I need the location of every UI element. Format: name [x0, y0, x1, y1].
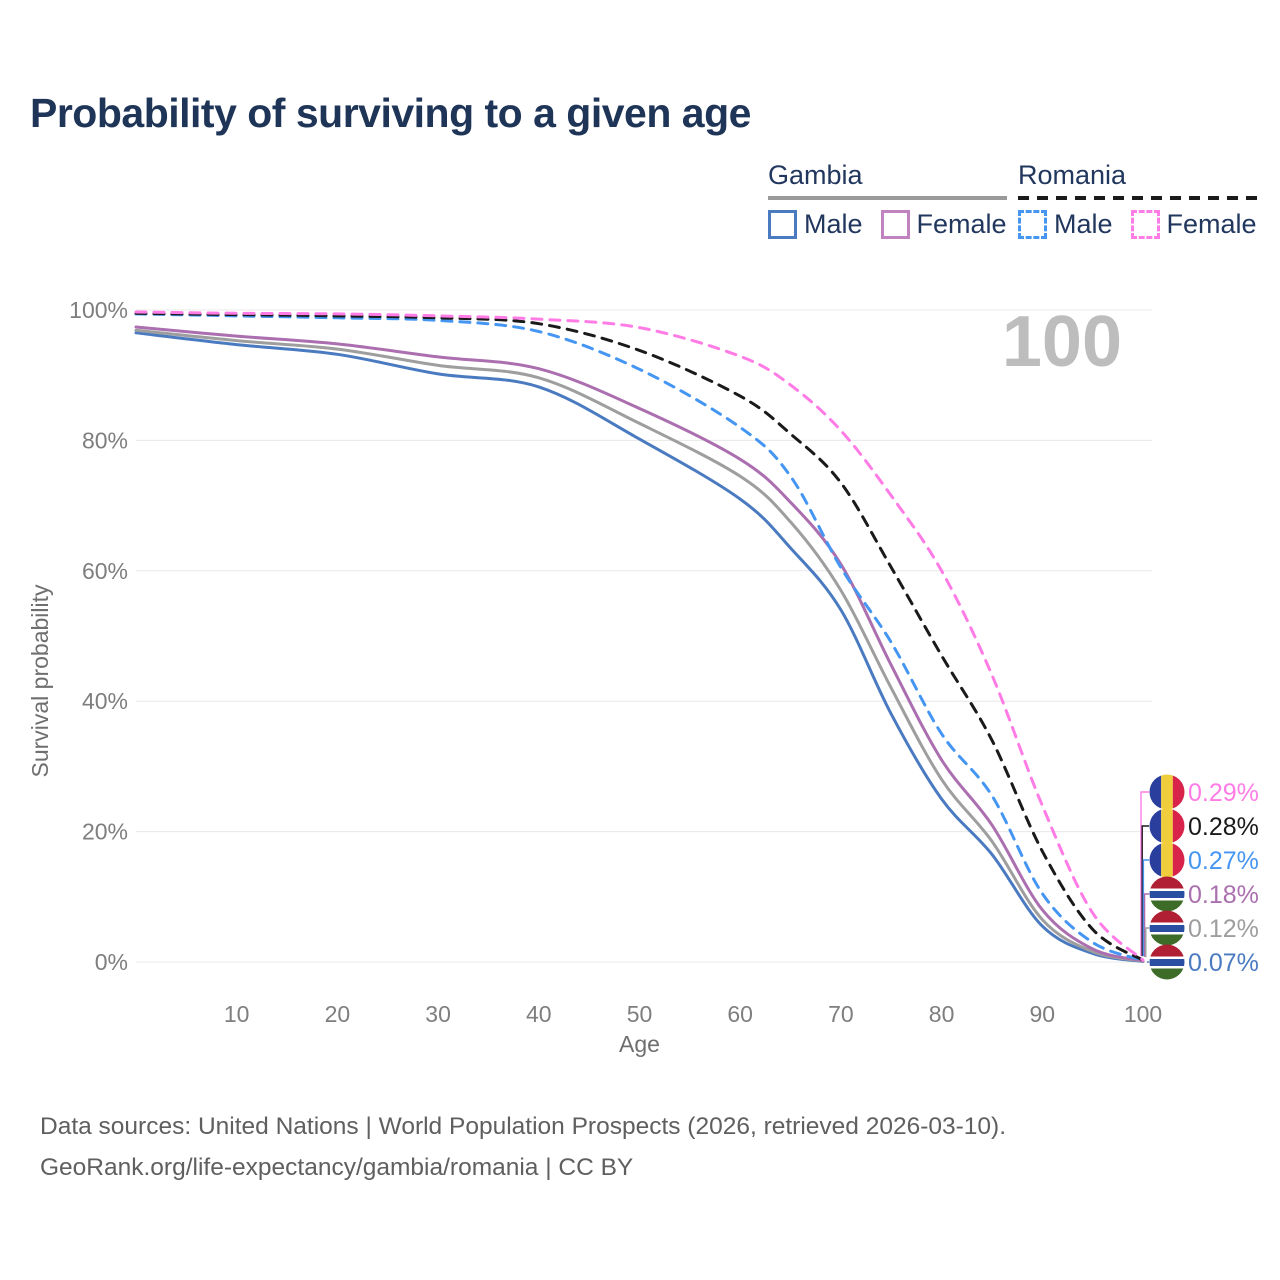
- x-tick-label: 100: [1124, 1001, 1162, 1027]
- y-tick-label: 100%: [69, 297, 128, 323]
- y-tick-label: 60%: [82, 558, 128, 584]
- y-tick-label: 80%: [82, 427, 128, 453]
- gambia-flag-icon: [1149, 910, 1185, 946]
- end-label-leader-line: [1145, 927, 1149, 958]
- end-value-label: 0.28%: [1188, 813, 1259, 841]
- legend-country-romania: Romania: [1018, 160, 1127, 190]
- attribution-text: GeoRank.org/life-expectancy/gambia/roman…: [40, 1154, 634, 1181]
- x-tick-label: 60: [727, 1001, 753, 1027]
- romania-male-swatch-icon: [1018, 210, 1047, 239]
- end-label-leader-line: [1141, 825, 1149, 957]
- x-axis-title: Age: [619, 1031, 660, 1057]
- x-tick-label: 20: [325, 1001, 351, 1027]
- romania-line-style-swatch: [1018, 196, 1257, 200]
- curve-gambia[interactable]: [134, 328, 1145, 963]
- legend-country-gambia: Gambia: [768, 160, 863, 190]
- curve-romania-male[interactable]: [134, 312, 1145, 962]
- chart-title: Probability of surviving to a given age: [30, 90, 751, 136]
- y-tick-label: 40%: [82, 688, 128, 714]
- gambia-male-swatch-icon: [768, 210, 797, 239]
- footer: Data sources: United Nations | World Pop…: [40, 1106, 1240, 1188]
- y-axis-title: Survival probability: [27, 584, 53, 778]
- end-value-label: 0.07%: [1188, 949, 1259, 977]
- gambia-flag-icon: [1149, 944, 1185, 980]
- x-tick-label: 40: [526, 1001, 552, 1027]
- x-tick-label: 50: [627, 1001, 653, 1027]
- legend-label: Female: [916, 209, 1007, 239]
- curve-romania-female[interactable]: [134, 310, 1145, 962]
- gambia-line-style-swatch: [768, 196, 1007, 200]
- legend-item-gambia-female[interactable]: Female: [880, 209, 1007, 240]
- data-sources-text: Data sources: United Nations | World Pop…: [40, 1113, 1007, 1140]
- legend-group-romania: Romania Male Female: [1018, 160, 1257, 240]
- x-tick-label: 10: [224, 1001, 250, 1027]
- end-value-label: 0.18%: [1188, 881, 1259, 909]
- legend: Gambia Male Female Romania Male Female: [0, 160, 1280, 240]
- legend-label: Male: [804, 209, 863, 239]
- x-tick-label: 30: [425, 1001, 451, 1027]
- x-tick-label: 70: [828, 1001, 854, 1027]
- legend-item-romania-male[interactable]: Male: [1018, 209, 1113, 240]
- romania-female-swatch-icon: [1130, 210, 1160, 239]
- x-tick-label: 80: [929, 1001, 955, 1027]
- legend-item-gambia-male[interactable]: Male: [768, 209, 863, 240]
- legend-group-gambia: Gambia Male Female: [768, 160, 1007, 240]
- gambia-female-swatch-icon: [880, 210, 910, 239]
- end-label-leader-line: [1142, 859, 1149, 957]
- y-tick-label: 20%: [82, 819, 128, 845]
- end-value-label: 0.12%: [1188, 915, 1259, 943]
- end-label-leader-line: [1143, 893, 1149, 957]
- curve-gambia-female[interactable]: [134, 325, 1145, 963]
- romania-flag-icon: [1149, 842, 1185, 878]
- x-tick-label: 90: [1030, 1001, 1056, 1027]
- romania-flag-icon: [1149, 808, 1185, 844]
- end-label-leader-line: [1140, 791, 1149, 957]
- curve-romania[interactable]: [134, 311, 1145, 962]
- end-value-label: 0.27%: [1188, 847, 1259, 875]
- survival-probability-chart: 0% 20% 40% 60% 80% 100% Survival probability 10…: [27, 297, 1259, 1057]
- y-tick-label: 0%: [95, 949, 128, 975]
- legend-item-romania-female[interactable]: Female: [1130, 209, 1257, 240]
- curve-gambia-male[interactable]: [134, 331, 1145, 963]
- gambia-flag-icon: [1149, 876, 1185, 912]
- legend-label: Male: [1054, 209, 1113, 239]
- end-value-label: 0.29%: [1188, 779, 1259, 807]
- age-counter-watermark: 100: [1002, 302, 1122, 382]
- romania-flag-icon: [1149, 774, 1185, 810]
- legend-label: Female: [1166, 209, 1257, 239]
